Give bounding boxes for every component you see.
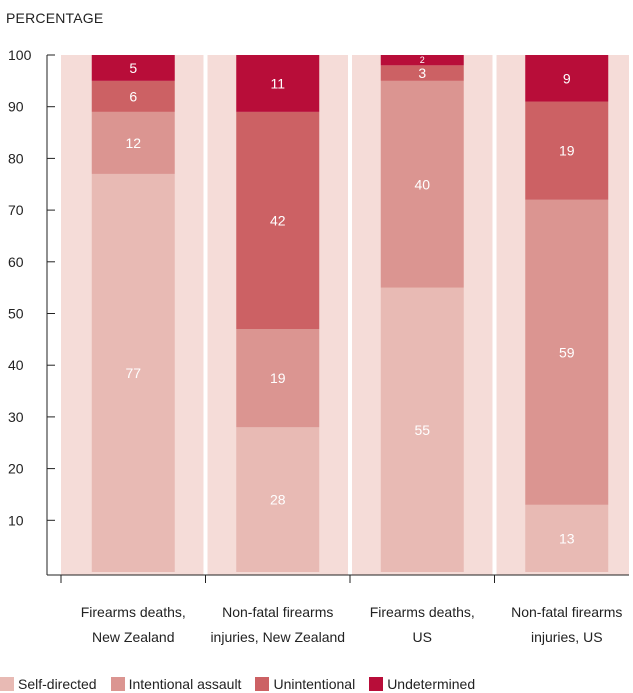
data-label-intentional-assault: 12 — [125, 135, 141, 151]
data-label-unintentional: 42 — [270, 212, 286, 228]
bar-segment-undetermined — [91, 55, 175, 81]
legend-swatch-self-directed — [0, 677, 14, 691]
y-tick-label: 80 — [8, 150, 24, 166]
bar-segment-undetermined — [525, 55, 609, 102]
band-separator — [492, 55, 497, 575]
data-label-self-directed: 55 — [414, 422, 430, 438]
legend-item-intentional-assault: Intentional assault — [110, 676, 242, 692]
y-tick-label: 50 — [8, 306, 24, 322]
legend-item-self-directed: Self-directed — [0, 676, 97, 692]
data-label-intentional-assault: 19 — [270, 370, 286, 386]
legend-item-unintentional: Unintentional — [255, 676, 355, 692]
x-tick-label: Non-fatal firearms — [511, 604, 622, 620]
bar-segment-self-directed — [380, 287, 464, 572]
legend: Self-directed Intentional assault Uninte… — [0, 676, 475, 692]
y-tick-label: 60 — [8, 254, 24, 270]
legend-swatch-intentional-assault — [110, 677, 125, 691]
x-tick-label: Firearms deaths, — [370, 604, 475, 620]
legend-item-undetermined: Undetermined — [369, 676, 475, 692]
bar-segment-unintentional — [525, 101, 609, 200]
y-tick-label: 10 — [8, 512, 24, 528]
y-tick-label: 40 — [8, 357, 24, 373]
bar-segment-intentional-assault — [380, 80, 464, 288]
bar-segment-intentional-assault — [236, 329, 320, 428]
bar-segment-unintentional — [380, 65, 464, 81]
x-tick-label: New Zealand — [92, 629, 175, 645]
bar-segment-intentional-assault — [91, 111, 175, 174]
y-tick-label: 90 — [8, 99, 24, 115]
bar-segment-self-directed — [525, 504, 609, 572]
data-label-unintentional: 6 — [129, 88, 137, 104]
legend-label-intentional-assault: Intentional assault — [128, 676, 242, 692]
legend-swatch-unintentional — [255, 677, 270, 691]
x-tick-label: Non-fatal firearms — [222, 604, 333, 620]
data-label-intentional-assault: 59 — [559, 344, 575, 360]
data-label-undetermined: 11 — [270, 75, 285, 91]
y-tick-label: 70 — [8, 202, 24, 218]
bar-segment-undetermined — [380, 55, 464, 66]
data-label-self-directed: 13 — [559, 530, 575, 546]
legend-label-self-directed: Self-directed — [18, 676, 97, 692]
x-tick-label: US — [413, 629, 432, 645]
x-tick-label: injuries, New Zealand — [210, 629, 345, 645]
data-label-intentional-assault: 40 — [414, 176, 430, 192]
y-tick-label: 30 — [8, 409, 24, 425]
x-tick-label: Firearms deaths, — [81, 604, 186, 620]
band-separator — [348, 55, 352, 575]
data-label-undetermined: 5 — [129, 60, 137, 76]
legend-label-unintentional: Unintentional — [273, 676, 356, 692]
bar-segment-undetermined — [236, 55, 320, 112]
data-label-undetermined: 2 — [420, 55, 425, 65]
legend-swatch-undetermined — [369, 677, 384, 691]
data-label-unintentional: 3 — [418, 65, 426, 81]
y-tick-label: 20 — [8, 461, 24, 477]
data-label-unintentional: 19 — [559, 143, 575, 159]
bar-segment-intentional-assault — [525, 199, 609, 505]
y-axis-label: PERCENTAGE — [6, 10, 104, 26]
bar-segment-unintentional — [236, 111, 320, 330]
bar-segment-self-directed — [91, 173, 175, 572]
x-tick-label: injuries, US — [531, 629, 603, 645]
band-separator — [203, 55, 208, 575]
y-tick-label: 100 — [8, 47, 32, 63]
bar-segment-unintentional — [91, 80, 175, 112]
bar-segment-self-directed — [236, 427, 320, 572]
legend-label-undetermined: Undetermined — [387, 676, 476, 692]
data-label-self-directed: 77 — [125, 365, 141, 381]
data-label-self-directed: 28 — [270, 492, 286, 508]
data-label-undetermined: 9 — [563, 70, 571, 86]
